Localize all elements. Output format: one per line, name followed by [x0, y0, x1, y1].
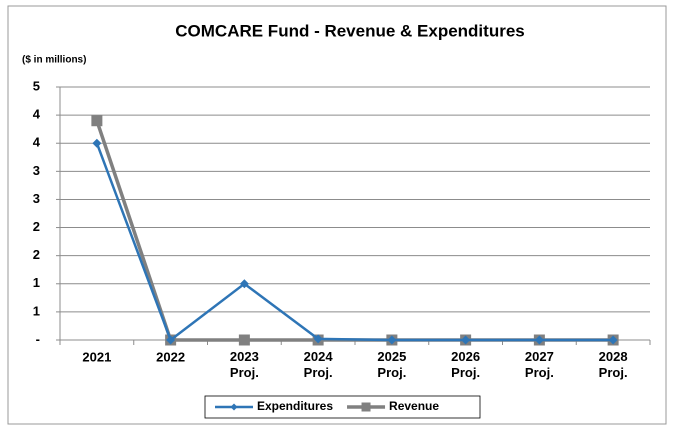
y-tick-label: 2	[33, 247, 40, 262]
chart-frame	[7, 5, 667, 425]
data-point	[387, 335, 397, 345]
data-point	[313, 334, 323, 344]
legend-box	[204, 395, 481, 419]
x-tick-label: 2022	[156, 349, 185, 364]
y-tick-label: 1	[33, 275, 40, 290]
legend-marker	[361, 402, 371, 412]
x-tick-label: 2027 Proj.	[525, 349, 554, 380]
y-tick-label: 5	[33, 78, 40, 93]
data-point	[238, 334, 250, 346]
data-point	[608, 335, 618, 345]
x-tick-label: 2023 Proj.	[230, 349, 259, 380]
legend-label: Expenditures	[257, 399, 333, 413]
data-point	[92, 138, 102, 148]
y-tick-label: -	[36, 331, 40, 346]
x-tick-label: 2028 Proj.	[599, 349, 628, 380]
legend: Expenditures Revenue	[204, 395, 481, 419]
x-tick-label: 2024 Proj.	[304, 349, 334, 380]
y-tick-label: 4	[33, 135, 41, 150]
x-tick-label: 2021	[82, 349, 111, 364]
data-point	[91, 115, 103, 127]
y-tick-label: 2	[33, 219, 40, 234]
y-tick-label: 1	[33, 303, 40, 318]
legend-label: Revenue	[389, 399, 439, 413]
y-axis-label: ($ in millions)	[22, 55, 86, 66]
data-point	[534, 335, 544, 345]
x-tick-label: 2025 Proj.	[377, 349, 406, 380]
legend-marker	[230, 403, 238, 411]
y-tick-label: 3	[33, 191, 40, 206]
chart-title: COMCARE Fund - Revenue & Expenditures	[175, 21, 524, 40]
data-point	[166, 335, 176, 345]
data-point	[239, 279, 249, 289]
series-line	[95, 142, 614, 343]
x-tick-label: 2026 Proj.	[451, 349, 480, 380]
data-point	[461, 335, 471, 345]
y-tick-label: 3	[33, 163, 40, 178]
y-tick-label: 4	[33, 107, 41, 122]
